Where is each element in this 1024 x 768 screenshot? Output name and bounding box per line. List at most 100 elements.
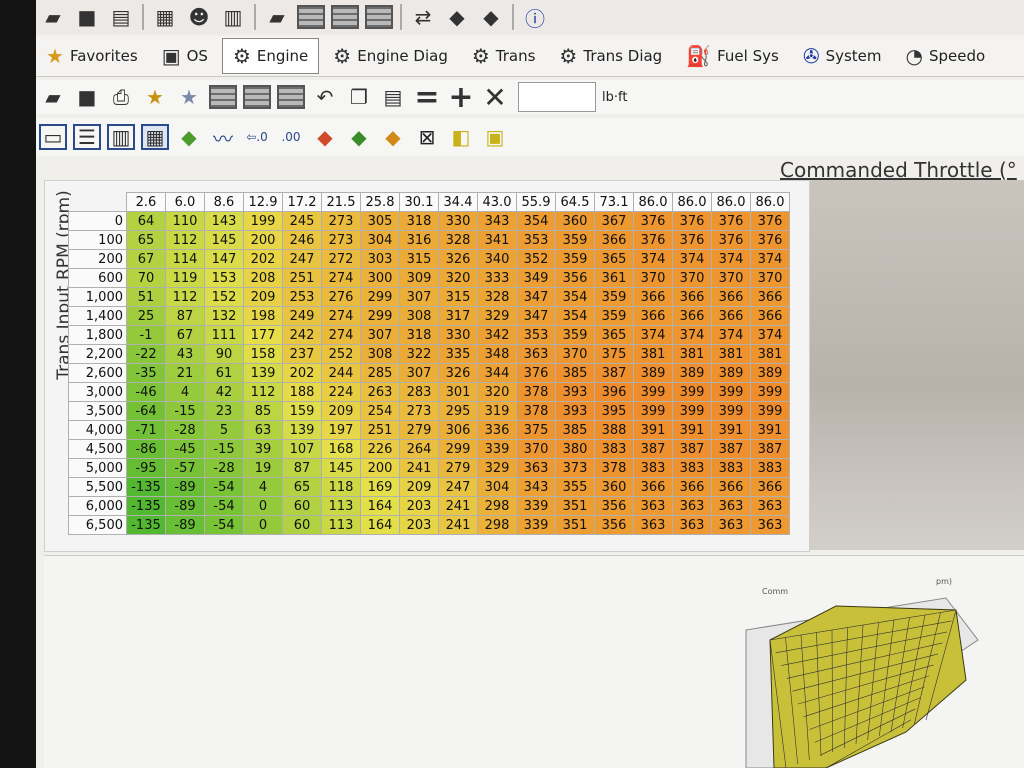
table-cell[interactable]: 208 [243,268,283,288]
table-cell[interactable]: 343 [516,477,556,497]
table-cell[interactable]: 329 [477,458,517,478]
table-cell[interactable]: 25 [126,306,166,326]
table-cell[interactable]: 395 [594,401,634,421]
table-cell[interactable]: 381 [750,344,790,364]
table-cell[interactable]: 356 [594,496,634,516]
table-cell[interactable]: 177 [243,325,283,345]
table-cell[interactable]: 198 [243,306,283,326]
grid-icon[interactable] [365,5,393,29]
table-cell[interactable]: 305 [360,211,400,231]
table-cell[interactable]: 315 [438,287,478,307]
tab-engine-diag[interactable]: ⚙ Engine Diag [323,39,458,73]
table-cell[interactable]: 366 [750,477,790,497]
operation-value-input[interactable] [518,82,596,112]
table-cell[interactable]: 366 [672,477,712,497]
table-cell[interactable]: 399 [750,382,790,402]
folder-icon[interactable]: ▰ [269,5,285,29]
table-cell[interactable]: 159 [282,401,322,421]
table-cell[interactable]: -89 [165,515,205,535]
table-cell[interactable]: 359 [594,306,634,326]
table-cell[interactable]: 158 [243,344,283,364]
surface-plot[interactable]: Comm pm) [716,570,986,768]
surface-rotate-icon[interactable]: ◆ [317,125,333,149]
table-cell[interactable]: 381 [672,344,712,364]
table-cell[interactable]: -54 [204,515,244,535]
line-chart-icon[interactable]: 〰 [213,126,233,151]
table-cell[interactable]: 152 [204,287,244,307]
table-cell[interactable]: -22 [126,344,166,364]
table-cell[interactable]: 376 [711,211,751,231]
table-cell[interactable]: 351 [555,515,595,535]
table-cell[interactable]: 202 [282,363,322,383]
grid-icon[interactable] [209,85,237,109]
table-cell[interactable]: 307 [360,325,400,345]
open-folder-icon[interactable]: ▰ [45,5,61,29]
surface-flip-icon[interactable]: ◆ [385,125,401,149]
table-cell[interactable]: 376 [672,230,712,250]
table-cell[interactable]: 359 [594,287,634,307]
table-cell[interactable]: 339 [516,515,556,535]
tab-engine[interactable]: ⚙ Engine [221,38,320,74]
table-cell[interactable]: 389 [711,363,751,383]
table-cell[interactable]: 249 [282,306,322,326]
table-cell[interactable]: 306 [438,420,478,440]
multiply-icon[interactable]: ✕ [483,80,507,114]
table-cell[interactable]: 199 [243,211,283,231]
table-cell[interactable]: 370 [555,344,595,364]
table-cell[interactable]: 348 [477,344,517,364]
table-cell[interactable]: 274 [321,268,361,288]
table-cell[interactable]: -1 [126,325,166,345]
table-cell[interactable]: 279 [399,420,439,440]
surface-tilt-icon[interactable]: ◆ [351,125,367,149]
table-cell[interactable]: 63 [243,420,283,440]
table-cell[interactable]: 363 [711,515,751,535]
equals-icon[interactable]: = [414,79,440,115]
user-icon[interactable]: ☻ [188,5,210,29]
table-cell[interactable]: 168 [321,439,361,459]
table-cell[interactable]: 272 [321,249,361,269]
table-cell[interactable]: -57 [165,458,205,478]
table-cell[interactable]: -15 [165,401,205,421]
table-cell[interactable]: 200 [243,230,283,250]
table-cell[interactable]: 366 [750,306,790,326]
table-cell[interactable]: 387 [711,439,751,459]
table-cell[interactable]: 0 [243,515,283,535]
table-cell[interactable]: 309 [399,268,439,288]
table-cell[interactable]: 60 [282,496,322,516]
table-cell[interactable]: 381 [633,344,673,364]
table-cell[interactable]: 366 [672,306,712,326]
chip-icon[interactable]: ◆ [483,5,499,29]
table-cell[interactable]: -89 [165,477,205,497]
table-cell[interactable]: 226 [360,439,400,459]
table-cell[interactable]: 245 [282,211,322,231]
table-cell[interactable]: 374 [711,249,751,269]
table-cell[interactable]: 274 [321,306,361,326]
table-cell[interactable]: 4 [165,382,205,402]
table-cell[interactable]: 241 [399,458,439,478]
table-cell[interactable]: 60 [282,515,322,535]
table-cell[interactable]: 383 [711,458,751,478]
layout-split-vertical-icon[interactable]: ▥ [107,124,135,150]
table-cell[interactable]: 387 [672,439,712,459]
table-cell[interactable]: 197 [321,420,361,440]
table-cell[interactable]: 366 [711,287,751,307]
table-cell[interactable]: 374 [750,325,790,345]
table-cell[interactable]: 359 [555,325,595,345]
table-cell[interactable]: 299 [360,306,400,326]
table-cell[interactable]: 385 [555,420,595,440]
table-cell[interactable]: 389 [672,363,712,383]
tab-speedo[interactable]: ◔ Speedo [896,39,996,73]
table-cell[interactable]: 164 [360,496,400,516]
table-cell[interactable]: 330 [438,325,478,345]
table-cell[interactable]: 139 [282,420,322,440]
table-cell[interactable]: 354 [516,211,556,231]
table-cell[interactable]: 188 [282,382,322,402]
table-cell[interactable]: -54 [204,477,244,497]
table-cell[interactable]: 51 [126,287,166,307]
table-cell[interactable]: 366 [711,477,751,497]
table-cell[interactable]: 393 [555,401,595,421]
table-cell[interactable]: 370 [516,439,556,459]
table-cell[interactable]: 359 [555,230,595,250]
table-cell[interactable]: 254 [360,401,400,421]
table-cell[interactable]: 118 [321,477,361,497]
